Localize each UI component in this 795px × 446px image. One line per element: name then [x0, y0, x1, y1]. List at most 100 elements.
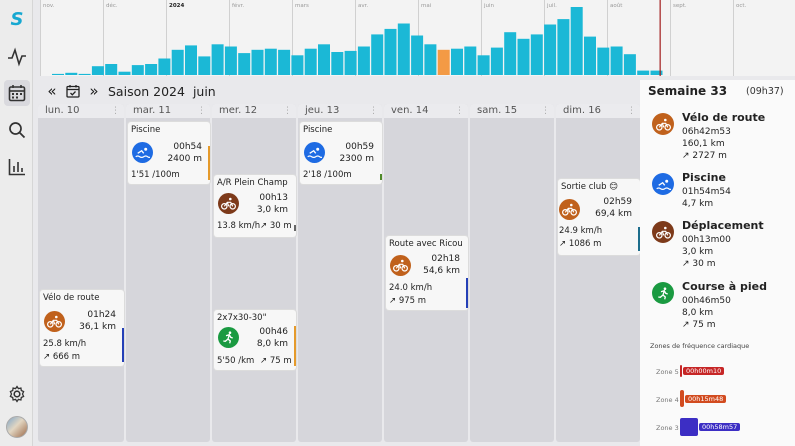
summary-elevation: ↗ 2727 m: [682, 151, 727, 161]
run-icon: [218, 327, 239, 348]
day-column-dim[interactable]: dim. 16 ⋮ Sortie club 😊 02h59 69,4 km 24.…: [556, 104, 640, 442]
next-button[interactable]: »: [89, 82, 99, 100]
day-column-mar[interactable]: mar. 11 ⋮ Piscine 00h54 2400 m 1'51 /100m: [126, 104, 210, 442]
profile-button[interactable]: [4, 414, 30, 440]
week-summary: Semaine 33 (09h37) Vélo de route 06h42m5…: [640, 80, 795, 446]
settings-icon: [9, 385, 25, 403]
activity-title: Sortie club 😊: [561, 182, 619, 192]
activity-duration: 00h54: [173, 142, 202, 152]
zone-bar: [680, 390, 684, 407]
summary-bike[interactable]: Vélo de route 06h42m53 160,1 km ↗ 2727 m: [652, 111, 792, 161]
week-bar: [623, 54, 636, 75]
activity-elevation: ↗ 30 m: [260, 221, 292, 231]
week-bar: [78, 73, 91, 75]
week-bar: [584, 36, 596, 75]
activity-card[interactable]: Route avec Ricou 02h18 54,6 km 24.0 km/h…: [386, 236, 468, 310]
stats-icon: [8, 159, 25, 176]
day-column-sam[interactable]: sam. 15 ⋮: [470, 104, 554, 442]
search-icon: [9, 122, 26, 139]
week-bar: [451, 48, 463, 75]
week-bar: [544, 24, 557, 75]
month-label: févr.: [232, 2, 244, 9]
bike-icon: [218, 193, 239, 214]
season-chart[interactable]: nov. déc. 2024 févr. mars avr. mai juin juil. aoû…: [40, 0, 795, 76]
week-bar: [118, 71, 131, 75]
month-label: mai: [421, 3, 432, 9]
summary-distance: 4,7 km: [682, 199, 714, 209]
week-bar: [52, 73, 64, 75]
day-menu-icon[interactable]: ⋮: [627, 106, 636, 116]
activity-elevation: ↗ 666 m: [43, 352, 81, 362]
activity-card[interactable]: Vélo de route 01h24 36,1 km 25.8 km/h ↗ …: [40, 290, 124, 366]
summary-duration: 00h13m00: [682, 235, 731, 245]
week-duration: (09h37): [746, 86, 784, 97]
settings-nav[interactable]: [4, 381, 30, 407]
day-header: mar. 11 ⋮: [126, 104, 210, 118]
summary-run[interactable]: Course à pied 00h46m50 8,0 km ↗ 75 m: [652, 280, 792, 332]
previous-button[interactable]: «: [47, 82, 57, 100]
stats-nav[interactable]: [4, 154, 30, 180]
day-menu-icon[interactable]: ⋮: [369, 106, 378, 116]
week-bar: [198, 56, 211, 75]
activity-distance: 69,4 km: [595, 209, 632, 219]
activity-card[interactable]: Sortie club 😊 02h59 69,4 km 24.9 km/h ↗ …: [558, 179, 640, 255]
app-logo[interactable]: S: [4, 6, 30, 32]
calendar-nav[interactable]: [4, 80, 30, 106]
activity-distance: 54,6 km: [423, 266, 460, 276]
intensity-bar: [638, 227, 640, 251]
summary-commute[interactable]: Déplacement 00h13m00 3,0 km ↗ 30 m: [652, 219, 792, 271]
day-column-ven[interactable]: ven. 14 ⋮ Route avec Ricou 02h18 54,6 km …: [384, 104, 468, 442]
day-column-lun[interactable]: lun. 10 ⋮ Vélo de route 01h24 36,1 km 25.…: [38, 104, 124, 442]
week-bar: [65, 72, 78, 75]
activity-distance: 2400 m: [167, 154, 202, 164]
activity-card[interactable]: 2x7x30-30" 00h46 8,0 km 5'50 /km ↗ 75 m: [214, 310, 296, 370]
summary-distance: 8,0 km: [682, 308, 714, 318]
intensity-bar: [466, 278, 468, 308]
day-label: ven. 14: [391, 105, 429, 116]
month-label: nov.: [43, 3, 55, 9]
week-bar: [331, 52, 344, 75]
activity-card[interactable]: Piscine 00h59 2300 m 2'18 /100m: [300, 122, 382, 184]
week-bar: [357, 46, 370, 75]
week-bar: [171, 49, 184, 75]
week-bar: [371, 34, 384, 75]
day-menu-icon[interactable]: ⋮: [541, 106, 550, 116]
day-menu-icon[interactable]: ⋮: [111, 106, 120, 116]
avatar: [6, 416, 28, 438]
day-header: jeu. 13 ⋮: [298, 104, 382, 118]
activity-distance: 36,1 km: [79, 322, 116, 332]
summary-sport-name: Piscine: [682, 171, 726, 184]
day-menu-icon[interactable]: ⋮: [455, 106, 464, 116]
swim-icon: [304, 142, 325, 163]
zone-value: 00h58m57: [699, 423, 741, 431]
week-bar: [238, 53, 251, 75]
calendar-check-icon[interactable]: [66, 84, 80, 98]
week-bar: [530, 34, 543, 75]
month-label: oct.: [736, 3, 747, 9]
day-menu-icon[interactable]: ⋮: [283, 106, 292, 116]
zone-value: 00h15m48: [685, 395, 727, 403]
summary-duration: 06h42m53: [682, 127, 731, 137]
week-bar: [131, 65, 144, 75]
activity-duration: 01h24: [87, 310, 116, 320]
activity-title: A/R Plein Champ: [217, 178, 288, 188]
activity-nav[interactable]: [4, 44, 30, 70]
day-column-mer[interactable]: mer. 12 ⋮ A/R Plein Champ 00h13 3,0 km 13…: [212, 104, 296, 442]
search-nav[interactable]: [4, 117, 30, 143]
day-menu-icon[interactable]: ⋮: [197, 106, 206, 116]
zone-label: Zone 3: [656, 424, 679, 432]
activity-card[interactable]: Piscine 00h54 2400 m 1'51 /100m: [128, 122, 210, 184]
activity-card[interactable]: A/R Plein Champ 00h13 3,0 km 13.8 km/h ↗…: [214, 175, 296, 237]
week-bar: [344, 50, 357, 75]
day-column-jeu[interactable]: jeu. 13 ⋮ Piscine 00h59 2300 m 2'18 /100m: [298, 104, 382, 442]
summary-swim[interactable]: Piscine 01h54m54 4,7 km: [652, 171, 792, 211]
bike-icon: [652, 113, 674, 135]
run-icon: [652, 282, 674, 304]
day-label: jeu. 13: [305, 105, 340, 116]
week-bar: [318, 44, 330, 75]
logo-icon: S: [10, 8, 24, 30]
week-bar: [185, 45, 197, 75]
week-bar: [610, 46, 623, 75]
week-bar: [504, 32, 517, 75]
activity-title: Piscine: [303, 125, 333, 135]
